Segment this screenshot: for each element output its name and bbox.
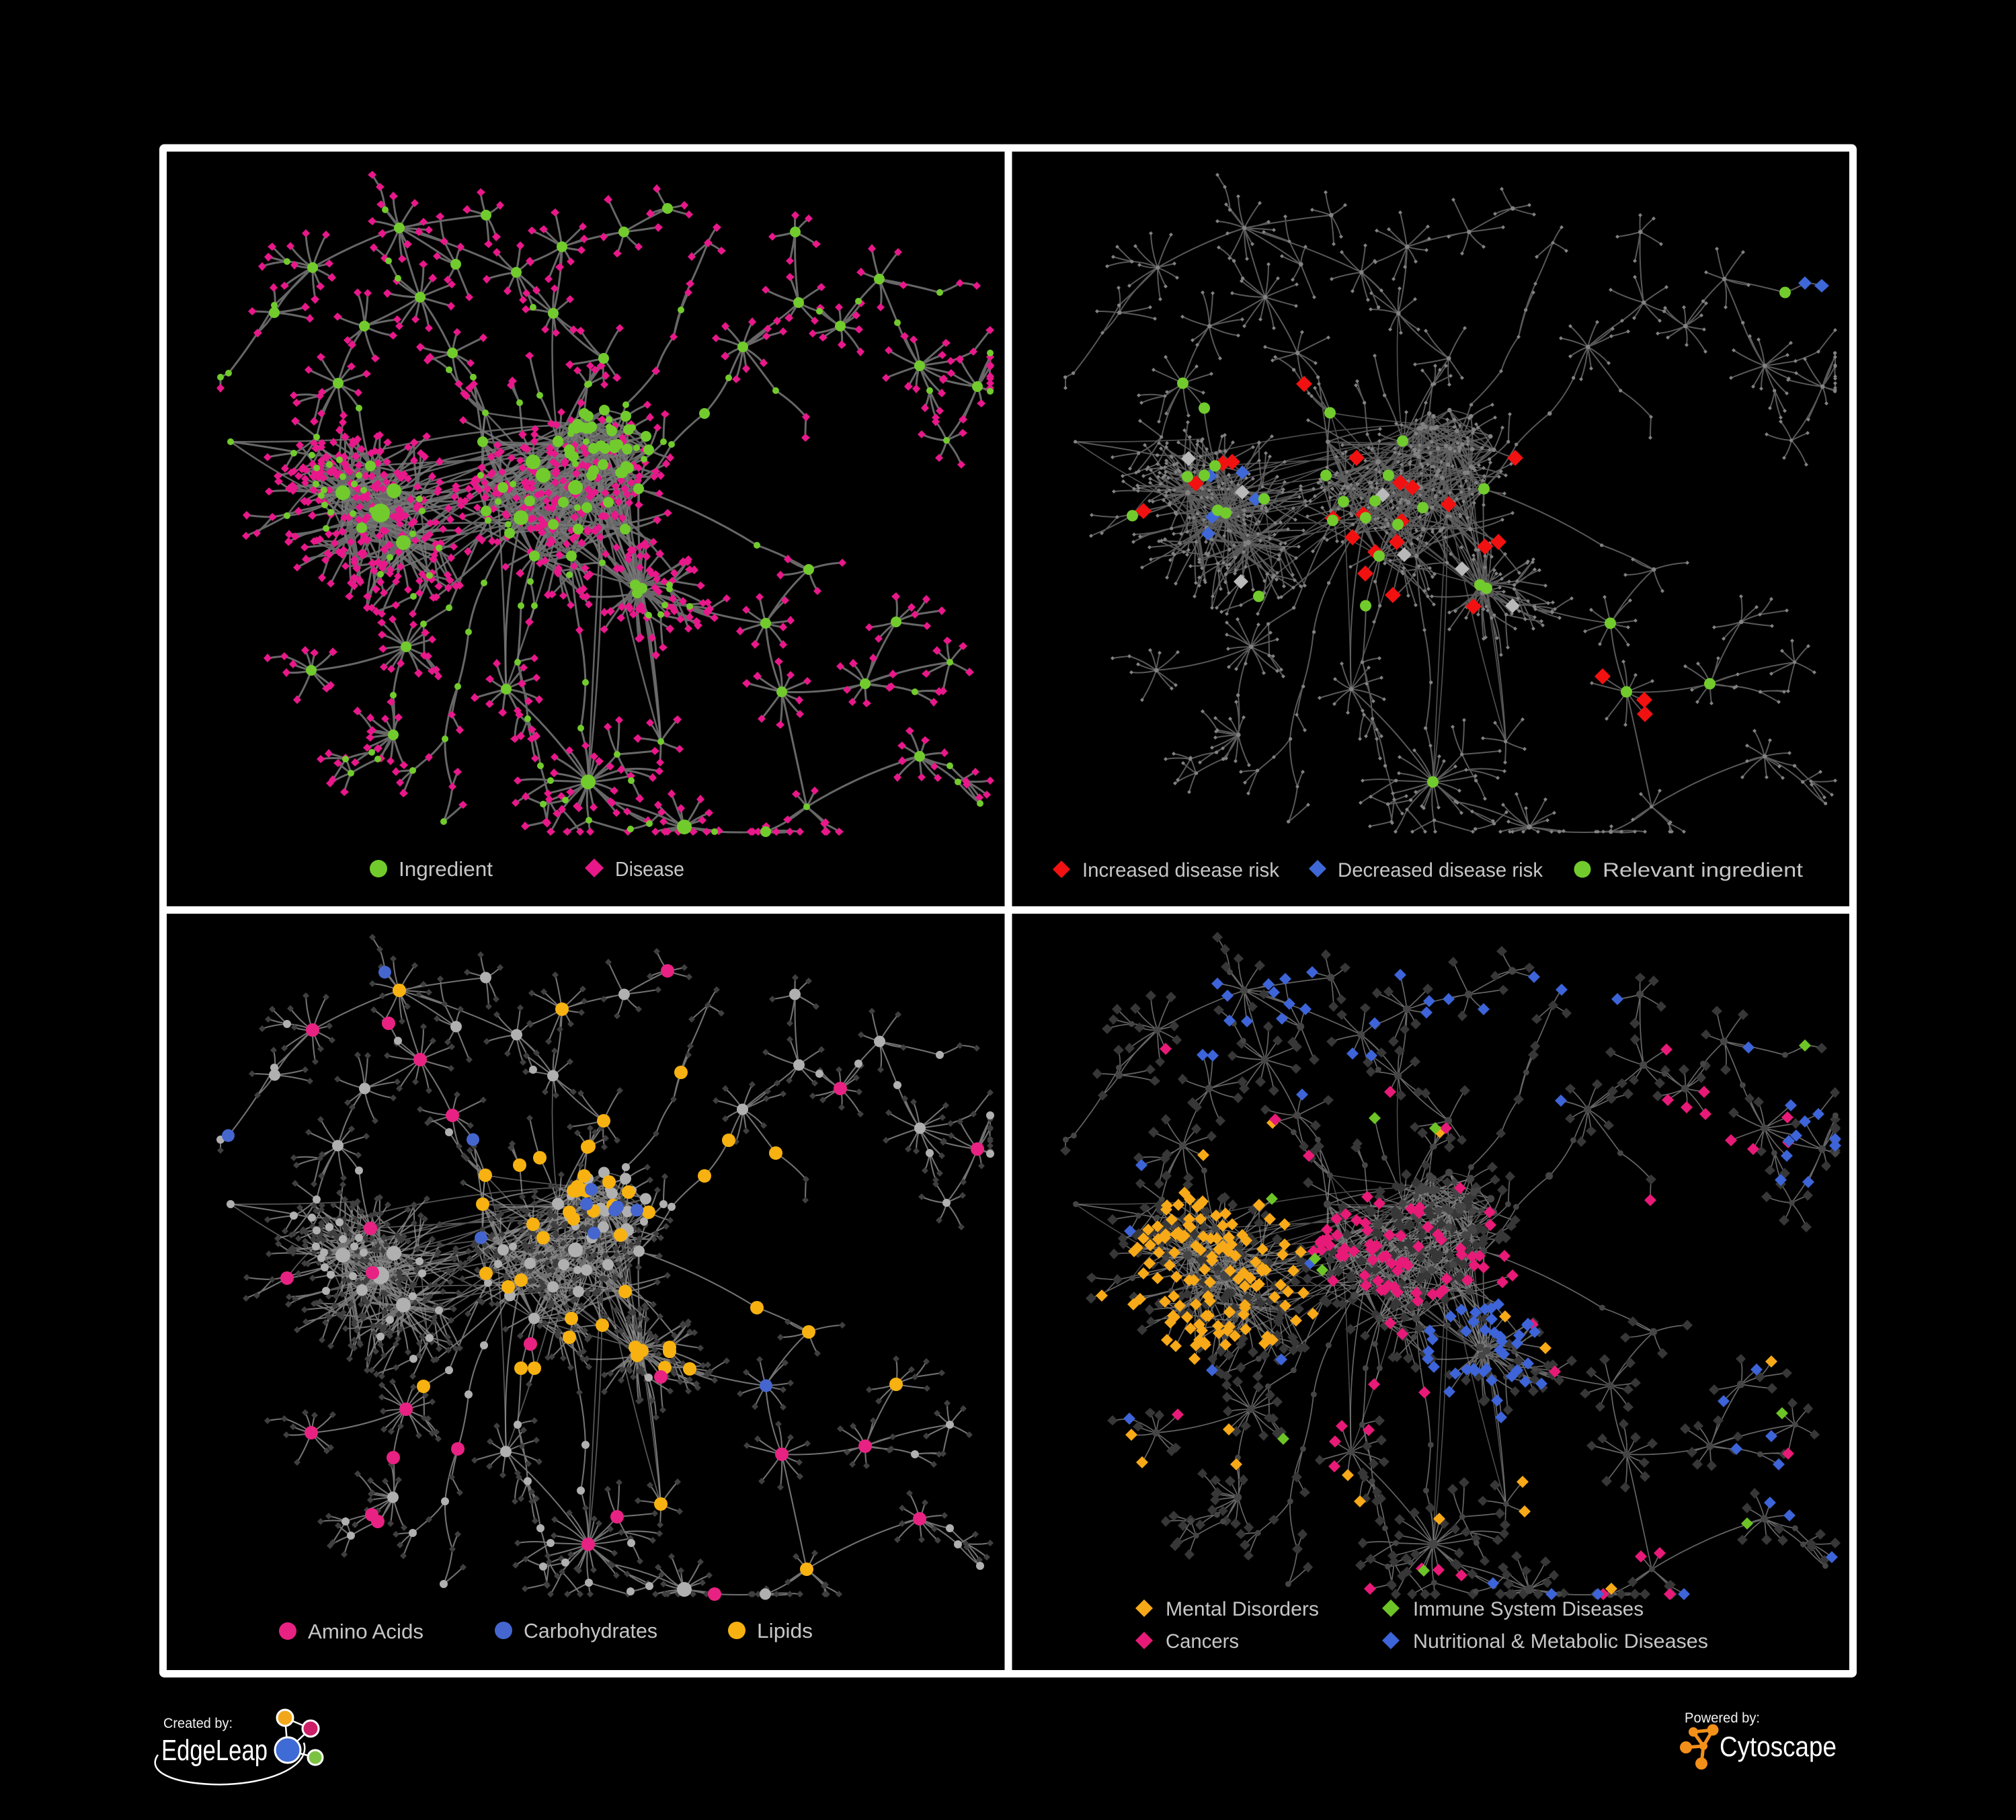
svg-text:EdgeLeap: EdgeLeap (161, 1734, 268, 1767)
svg-text:Increased disease risk: Increased disease risk (1082, 859, 1280, 881)
svg-text:Relevant ingredient: Relevant ingredient (1603, 859, 1804, 881)
svg-text:Amino Acids: Amino Acids (308, 1620, 424, 1643)
svg-text:Created by:: Created by: (163, 1716, 233, 1731)
svg-text:Nutritional & Metabolic Diseas: Nutritional & Metabolic Diseases (1413, 1630, 1708, 1653)
svg-text:Immune System Diseases: Immune System Diseases (1413, 1598, 1644, 1620)
svg-text:Ingredient: Ingredient (399, 857, 493, 881)
svg-text:Lipids: Lipids (757, 1619, 813, 1643)
svg-text:Mental Disorders: Mental Disorders (1166, 1598, 1319, 1620)
svg-text:Powered by:: Powered by: (1685, 1710, 1760, 1726)
svg-text:Cancers: Cancers (1166, 1630, 1239, 1653)
svg-text:Decreased disease risk: Decreased disease risk (1338, 859, 1543, 881)
svg-text:Cytoscape: Cytoscape (1720, 1731, 1837, 1762)
svg-text:Disease: Disease (615, 857, 684, 881)
svg-text:Carbohydrates: Carbohydrates (524, 1619, 657, 1643)
